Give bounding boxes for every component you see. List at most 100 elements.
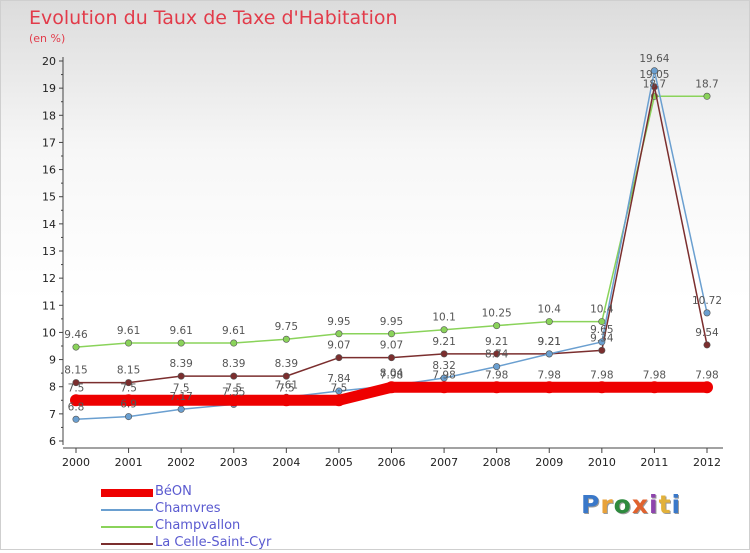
y-tick-label: 16	[42, 164, 56, 177]
data-label: 7.5	[173, 382, 190, 394]
x-tick-label: 2007	[430, 456, 458, 469]
data-label: 9.61	[169, 325, 192, 337]
data-label: 9.54	[695, 327, 719, 339]
y-tick-label: 14	[42, 218, 56, 231]
data-label: 7.98	[380, 369, 403, 381]
data-label: 7.61	[275, 379, 298, 391]
chart-title: Evolution du Taux de Taxe d'Habitation	[29, 7, 398, 29]
y-tick-label: 17	[42, 136, 56, 149]
data-label: 8.32	[432, 360, 455, 372]
data-label: 9.95	[380, 316, 403, 328]
data-label: 10.72	[692, 295, 722, 307]
data-label: 19.05	[639, 69, 669, 81]
data-point	[545, 350, 553, 358]
y-tick-label: 12	[42, 272, 56, 285]
data-point	[598, 346, 606, 354]
y-tick-label: 9	[49, 354, 56, 367]
data-label: 8.39	[169, 358, 192, 370]
data-label: 7.5	[225, 382, 242, 394]
data-point	[125, 339, 133, 347]
data-point	[122, 394, 135, 407]
legend-swatch	[101, 543, 153, 545]
data-label: 10.4	[538, 304, 562, 316]
data-point	[545, 318, 553, 326]
data-point	[227, 394, 240, 407]
data-point	[493, 350, 501, 358]
data-label: 7.98	[695, 369, 718, 381]
data-label: 8.15	[64, 365, 87, 377]
data-label: 7.5	[278, 382, 295, 394]
data-label: 8.15	[117, 365, 140, 377]
legend-label: BéON	[155, 484, 192, 499]
data-label: 7.5	[331, 382, 348, 394]
data-point	[493, 322, 501, 330]
data-point	[335, 354, 343, 362]
data-point	[230, 339, 238, 347]
data-point	[703, 341, 711, 349]
x-tick-label: 2008	[483, 456, 511, 469]
data-label: 7.98	[538, 369, 561, 381]
data-label: 8.04	[380, 368, 404, 380]
logo-letter: o	[613, 490, 632, 519]
legend-label: Champvallon	[155, 518, 241, 533]
proxiti-logo: Proxiti	[581, 490, 681, 519]
x-tick-label: 2006	[378, 456, 406, 469]
x-tick-label: 2009	[535, 456, 563, 469]
data-point	[493, 363, 501, 371]
data-label: 9.65	[590, 324, 613, 336]
data-point	[72, 343, 80, 351]
data-point	[332, 394, 345, 407]
y-tick-label: 11	[42, 299, 56, 312]
data-point	[230, 372, 238, 380]
data-point	[440, 326, 448, 334]
data-point	[703, 92, 711, 100]
data-label: 7.5	[68, 382, 85, 394]
data-label: 7.17	[169, 391, 192, 403]
logo-letter: t	[658, 490, 672, 519]
data-label: 6.8	[68, 401, 85, 413]
data-point	[648, 381, 661, 394]
y-tick-label: 18	[42, 109, 56, 122]
data-label: 9.07	[327, 340, 350, 352]
data-point	[595, 381, 608, 394]
data-point	[440, 374, 448, 382]
legend-label: Chamvres	[155, 501, 221, 516]
data-label: 10.1	[432, 312, 455, 324]
data-label: 7.35	[222, 386, 245, 398]
x-tick-label: 2005	[325, 456, 353, 469]
data-label: 9.21	[432, 336, 455, 348]
data-point	[387, 330, 395, 338]
logo-letter: P	[581, 490, 601, 519]
y-tick-label: 7	[49, 408, 56, 421]
x-tick-label: 2001	[115, 456, 143, 469]
data-label: 19.64	[639, 53, 669, 65]
data-label: 9.61	[222, 325, 245, 337]
x-tick-label: 2004	[272, 456, 300, 469]
data-point	[701, 381, 713, 394]
logo-letter: i	[649, 490, 659, 519]
data-label: 7.5	[120, 382, 137, 394]
data-point	[282, 372, 290, 380]
data-label: 9.21	[538, 336, 561, 348]
data-point	[177, 339, 185, 347]
x-tick-label: 2012	[693, 456, 721, 469]
data-point	[125, 413, 133, 421]
x-tick-label: 2003	[220, 456, 248, 469]
data-point	[72, 379, 80, 387]
legend-swatch	[101, 509, 153, 511]
x-tick-label: 2010	[588, 456, 616, 469]
legend-label: La Celle-Saint-Cyr	[155, 535, 272, 550]
data-label: 7.98	[643, 369, 666, 381]
data-label: 8.39	[275, 358, 298, 370]
data-label: 9.46	[64, 329, 88, 341]
data-label: 9.07	[380, 340, 403, 352]
data-point	[280, 394, 293, 407]
x-tick-label: 2000	[62, 456, 90, 469]
y-tick-label: 15	[42, 191, 56, 204]
data-label: 10.25	[482, 308, 512, 320]
y-tick-label: 8	[49, 381, 56, 394]
data-point	[650, 67, 658, 75]
data-point	[72, 415, 80, 423]
data-point	[490, 381, 503, 394]
